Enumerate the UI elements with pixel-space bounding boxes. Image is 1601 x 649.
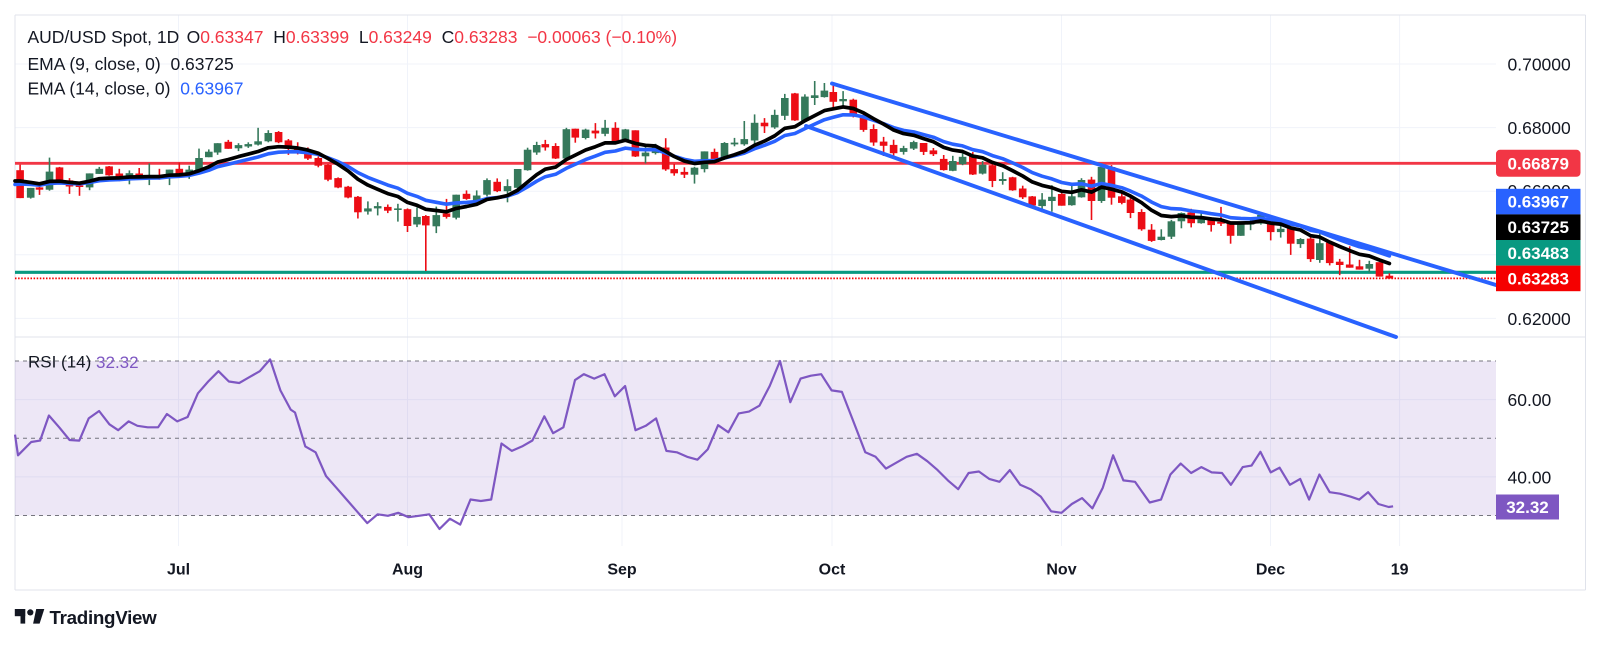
- svg-text:0.68000: 0.68000: [1508, 118, 1572, 138]
- svg-text:EMA (14, close, 0) 0.63967: EMA (14, close, 0) 0.63967: [28, 79, 244, 99]
- svg-text:0.66879: 0.66879: [1508, 154, 1569, 173]
- svg-text:EMA (9, close, 0) 0.63725: EMA (9, close, 0) 0.63725: [28, 54, 234, 74]
- svg-text:0.70000: 0.70000: [1508, 55, 1572, 75]
- svg-text:Aug: Aug: [392, 562, 423, 579]
- svg-text:0.63483: 0.63483: [1508, 244, 1569, 263]
- svg-text:Jul: Jul: [167, 562, 190, 579]
- svg-text:0.63283: 0.63283: [1508, 269, 1569, 288]
- svg-text:Sep: Sep: [607, 562, 637, 579]
- svg-text:0.62000: 0.62000: [1508, 309, 1572, 329]
- svg-text:19: 19: [1391, 562, 1409, 579]
- svg-text:RSI (14) 32.32: RSI (14) 32.32: [28, 353, 139, 372]
- svg-text:32.32: 32.32: [1506, 498, 1549, 517]
- svg-text:TradingView: TradingView: [50, 607, 158, 628]
- svg-text:Nov: Nov: [1046, 562, 1076, 579]
- svg-text:0.63967: 0.63967: [1508, 193, 1569, 212]
- svg-text:0.63725: 0.63725: [1508, 218, 1569, 237]
- svg-text:AUD/USD Spot, 1D O0.63347 H0.: AUD/USD Spot, 1D O0.63347 H0.63399 L0.63…: [28, 27, 678, 47]
- svg-text:Oct: Oct: [819, 562, 846, 579]
- svg-text:Dec: Dec: [1256, 562, 1285, 579]
- svg-text:40.00: 40.00: [1508, 467, 1552, 487]
- svg-text:60.00: 60.00: [1508, 390, 1552, 410]
